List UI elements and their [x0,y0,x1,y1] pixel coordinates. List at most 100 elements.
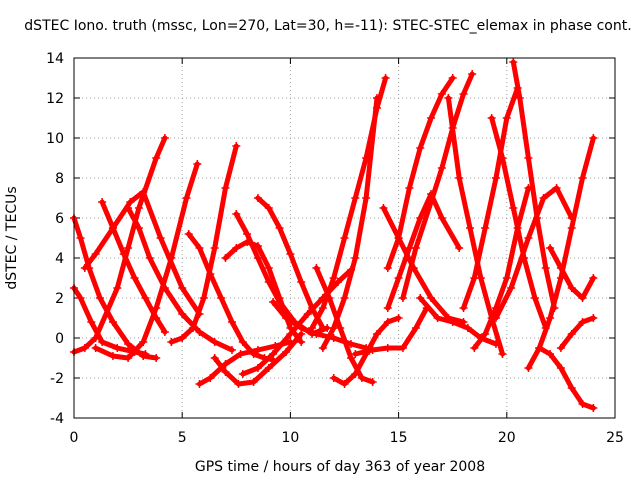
series-track [524,134,598,372]
x-tick-label: 15 [390,430,408,446]
data-point-marker [372,94,381,102]
series-line [510,59,557,311]
data-point-marker [329,274,338,282]
data-point-marker [433,314,442,322]
data-series [70,58,598,412]
data-point-marker [269,298,278,306]
series-track [318,94,381,352]
data-point-marker [98,198,107,206]
data-point-marker [249,378,258,386]
data-point-marker [491,174,500,182]
data-point-marker [253,346,262,354]
series-track [312,264,377,386]
data-point-marker [139,338,148,346]
data-point-marker [336,324,345,332]
data-point-marker [498,350,507,358]
data-point-marker [206,374,215,382]
data-point-marker [589,314,598,322]
data-point-marker [160,328,169,336]
data-point-marker [124,340,133,348]
data-point-marker [297,324,306,332]
data-point-marker [530,294,539,302]
data-point-marker [481,330,490,338]
data-point-marker [427,294,436,302]
data-point-marker [275,294,284,302]
data-point-marker [524,234,533,242]
data-point-marker [340,234,349,242]
data-point-marker [210,354,219,362]
data-point-marker [539,194,548,202]
data-point-marker [589,274,598,282]
data-point-marker [232,142,241,150]
data-point-marker [217,294,226,302]
data-point-marker [134,224,143,232]
data-point-marker [437,214,446,222]
series-track [491,184,576,322]
series-line [525,135,596,371]
data-point-marker [405,184,414,192]
data-point-marker [578,294,587,302]
data-point-marker [221,360,230,368]
data-point-marker [541,264,550,272]
data-point-marker [210,338,219,346]
data-point-marker [195,244,204,252]
y-tick-label: 0 [55,331,64,347]
data-point-marker [455,174,464,182]
data-point-marker [145,254,154,262]
y-tick-label: 10 [46,131,64,147]
data-point-marker [546,314,555,322]
data-point-marker [269,350,278,358]
data-point-marker [416,214,425,222]
data-point-marker [318,304,327,312]
data-point-marker [286,330,295,338]
data-point-marker [556,344,565,352]
series-track [124,204,236,354]
data-point-marker [243,238,252,246]
data-point-marker [383,264,392,272]
data-point-marker [515,94,524,102]
data-point-marker [463,324,472,332]
data-point-marker [334,278,343,286]
series-line [313,265,376,385]
data-point-marker [416,144,425,152]
data-point-marker [141,294,150,302]
series-track [383,190,464,312]
series-track [351,304,431,358]
data-point-marker [152,154,161,162]
data-point-marker [448,74,457,82]
data-point-marker [227,346,236,354]
data-point-marker [455,244,464,252]
data-point-marker [340,380,349,388]
data-point-marker [178,334,187,342]
axis-ticks: 0 5 10 15 20 25 -4 -2 0 2 4 6 8 10 12 14 [46,51,624,446]
y-axis-label: dSTEC / TECUs [4,186,20,289]
data-point-marker [556,264,565,272]
data-point-marker [318,344,327,352]
series-track [556,314,598,352]
data-point-marker [206,270,215,278]
data-point-marker [368,346,377,354]
data-point-marker [124,354,133,362]
data-point-marker [448,318,457,326]
x-tick-label: 5 [178,430,187,446]
series-track [535,344,598,412]
data-point-marker [221,254,230,262]
data-point-marker [427,114,436,122]
data-point-marker [227,318,236,326]
data-point-marker [199,294,208,302]
series-line [223,239,304,345]
data-point-marker [502,114,511,122]
data-point-marker [394,314,403,322]
y-tick-label: 8 [55,171,64,187]
x-axis-label: GPS time / hours of day 363 of year 2008 [195,459,485,475]
data-point-marker [466,224,475,232]
series-track [210,330,306,388]
data-point-marker [325,294,334,302]
data-point-marker [491,314,500,322]
data-point-marker [487,114,496,122]
data-point-marker [124,204,133,212]
data-point-marker [182,194,191,202]
data-point-marker [470,344,479,352]
data-point-marker [351,370,360,378]
series-track [546,244,598,302]
